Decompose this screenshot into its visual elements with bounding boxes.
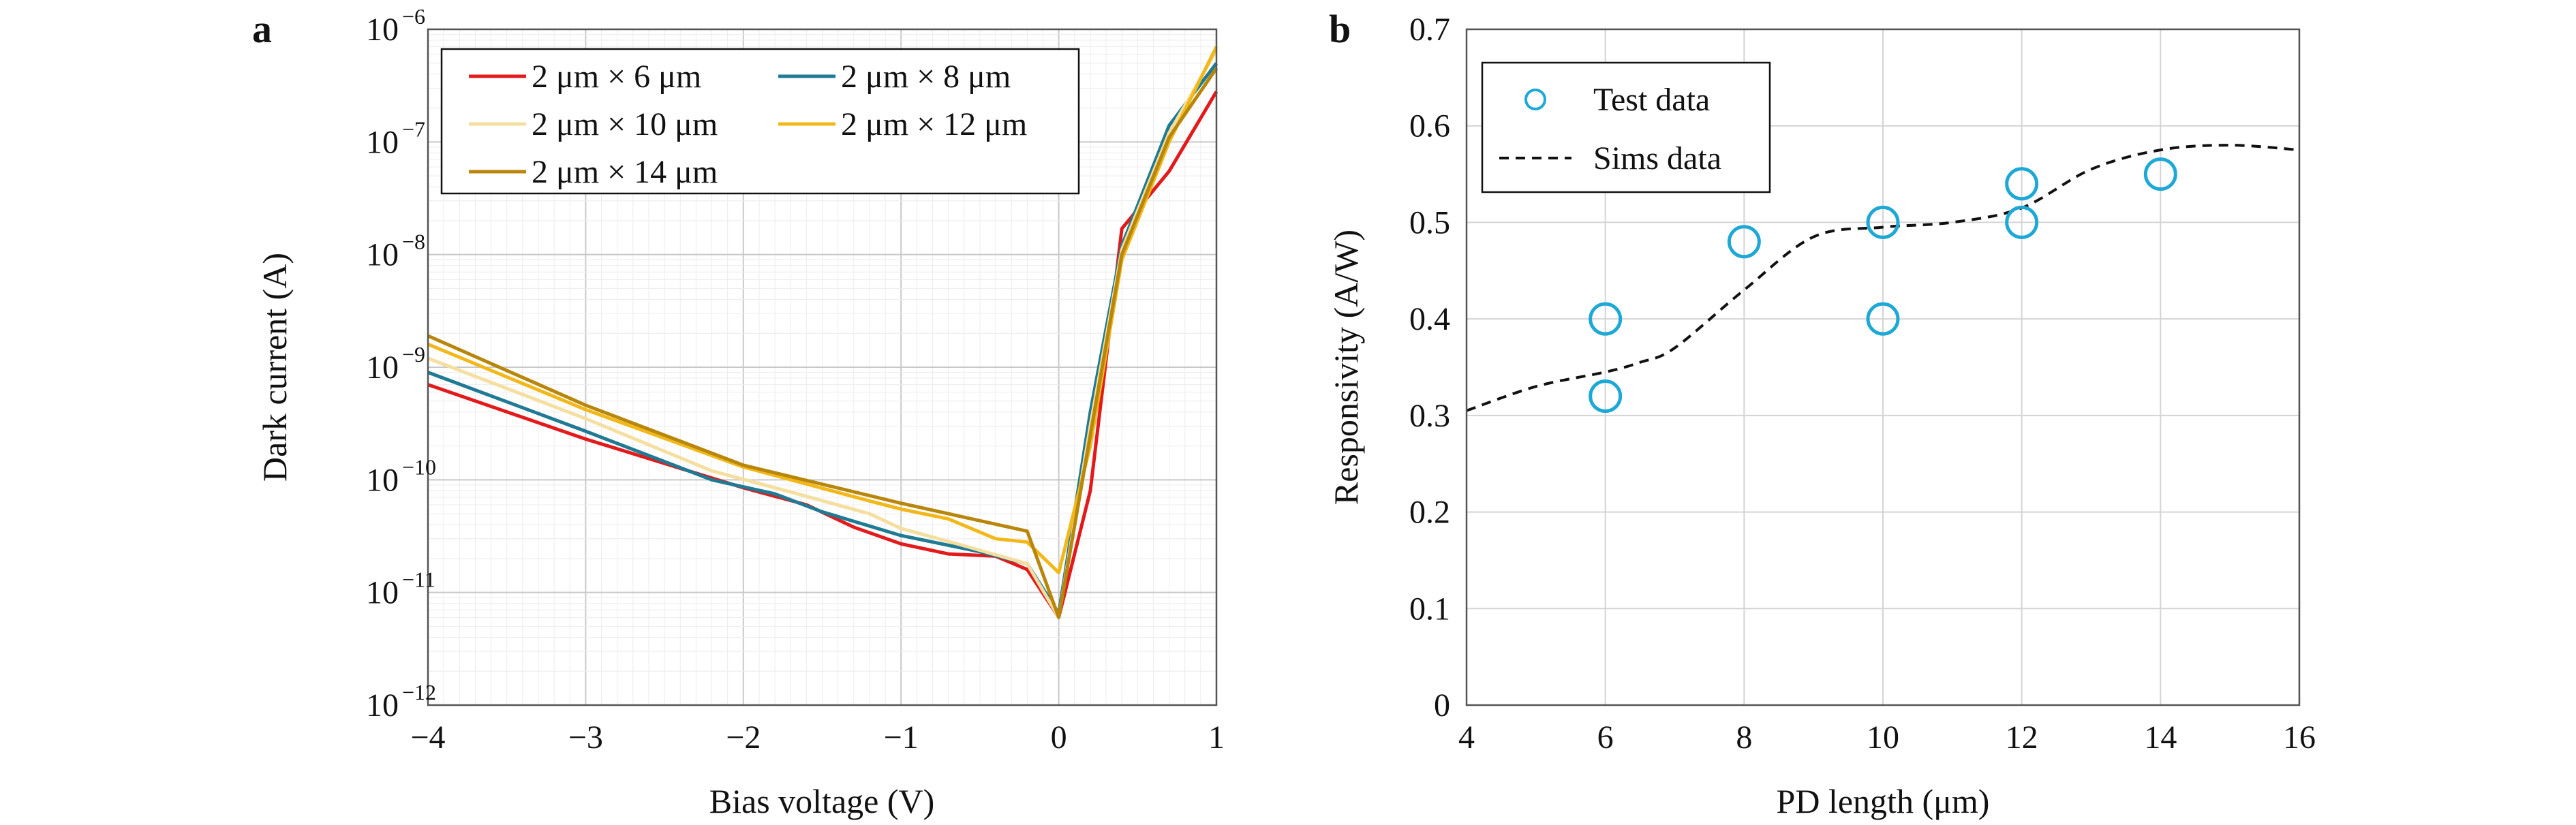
- panel-a-legend: 2 μm × 6 μm 2 μm × 8 μm 2 μm × 10 μm 2 μ…: [440, 48, 1080, 195]
- y-tick-exponent: −8: [402, 230, 425, 254]
- y-tick-exponent: −10: [402, 454, 436, 479]
- panel-b-legend: Test data Sims data: [1481, 61, 1771, 193]
- test-data-point: [1589, 302, 1623, 336]
- y-tick-label: 10: [366, 349, 399, 386]
- y-tick-label: 0.3: [1409, 398, 1450, 434]
- x-tick-label: 4: [1458, 719, 1475, 756]
- panel-a-series-lines: [427, 46, 1218, 619]
- y-tick-exponent: −12: [402, 680, 436, 704]
- x-tick-label: 8: [1736, 719, 1752, 756]
- series-line-4: [427, 67, 1218, 619]
- panel-a-y-axis-label: Dark current (A): [256, 253, 294, 482]
- legend-label-10um: 2 μm × 10 μm: [532, 106, 718, 142]
- test-data-point: [1727, 225, 1761, 259]
- x-tick-label: −4: [410, 719, 445, 756]
- x-tick-label: 1: [1208, 719, 1225, 756]
- legend-label-sims-data: Sims data: [1593, 140, 1721, 176]
- x-tick-label: −1: [884, 719, 919, 756]
- panel-b-y-axis-label: Responsivity (A/W): [1327, 230, 1365, 505]
- panel-b-x-tick-labels: 4 6 8 10 12 14 16: [1458, 719, 2316, 756]
- panel-a-x-tick-labels: −4 −3 −2 −1 0 1: [410, 719, 1225, 756]
- y-tick-label: 10: [366, 575, 399, 611]
- x-tick-label: 0: [1051, 719, 1067, 756]
- y-tick-label: 0.1: [1409, 591, 1450, 627]
- legend-swatch-test-data: [1524, 89, 1546, 110]
- y-tick-label: 10: [366, 462, 399, 498]
- series-line-2: [427, 49, 1218, 619]
- y-tick-label: 0.4: [1409, 301, 1450, 337]
- y-tick-exponent: −6: [402, 4, 425, 29]
- panel-b-label: b: [1329, 7, 1351, 51]
- legend-label-6um: 2 μm × 6 μm: [532, 59, 701, 95]
- test-data-point: [1589, 379, 1623, 414]
- y-tick-exponent: −7: [402, 116, 425, 141]
- test-data-point: [2005, 167, 2039, 201]
- panel-a-x-axis-label: Bias voltage (V): [709, 782, 934, 820]
- test-data-point: [2005, 205, 2039, 239]
- legend-label-8um: 2 μm × 8 μm: [841, 59, 1011, 95]
- panel-a-dark-current-chart: a −4 −3 −2 −1 0 1 10−1210−1110−1010−910−810−7…: [252, 4, 1225, 820]
- x-tick-label: −3: [568, 719, 603, 756]
- y-tick-label: 0.5: [1409, 204, 1450, 240]
- x-tick-label: −2: [726, 719, 761, 756]
- panel-a-legend-box: [440, 48, 1080, 195]
- test-data-point: [2143, 157, 2177, 191]
- legend-label-12um: 2 μm × 12 μm: [841, 106, 1027, 142]
- panel-b-y-tick-labels: 0 0.1 0.2 0.3 0.4 0.5 0.6 0.7: [1409, 12, 1450, 723]
- y-tick-exponent: −11: [402, 567, 435, 592]
- x-tick-label: 14: [2144, 719, 2177, 756]
- x-tick-label: 16: [2283, 719, 2316, 756]
- y-tick-exponent: −9: [402, 342, 425, 367]
- y-tick-label: 10: [366, 687, 399, 723]
- panel-a-label: a: [252, 7, 272, 51]
- legend-label-14um: 2 μm × 14 μm: [532, 154, 718, 190]
- x-tick-label: 6: [1597, 719, 1614, 756]
- y-tick-label: 0.7: [1409, 12, 1450, 48]
- panel-a-plot-frame: [427, 28, 1218, 706]
- panel-b-legend-box: [1481, 61, 1771, 193]
- panel-b-x-axis-label: PD length (μm): [1777, 782, 1990, 820]
- y-tick-label: 10: [366, 124, 399, 160]
- test-data-point: [1866, 205, 1900, 239]
- x-tick-label: 12: [2006, 719, 2038, 756]
- panel-b-series: [1466, 144, 2300, 414]
- test-data-point: [1866, 302, 1900, 336]
- x-tick-label: 10: [1867, 719, 1899, 756]
- legend-label-test-data: Test data: [1593, 82, 1710, 118]
- panel-b-plot-frame: [1465, 28, 2301, 706]
- y-tick-label: 0.6: [1409, 108, 1450, 144]
- sims-data-curve: [1466, 144, 2300, 412]
- y-tick-label: 10: [366, 12, 399, 48]
- y-tick-label: 0: [1434, 687, 1450, 723]
- y-tick-label: 10: [366, 237, 399, 273]
- y-tick-label: 0.2: [1409, 495, 1450, 531]
- panel-b-responsivity-chart: b 4 6 8 10 12 14 16 0 0.1 0.2 0.3 0.4 0.5 0.6 0.7 PD …: [1327, 7, 2316, 820]
